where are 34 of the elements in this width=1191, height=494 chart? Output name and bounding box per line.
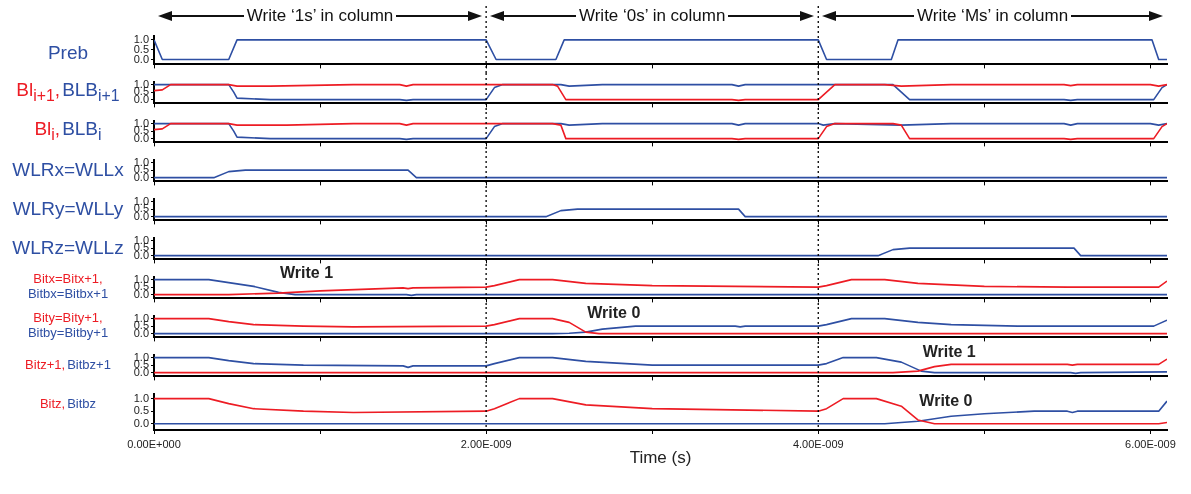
text: Bitz, xyxy=(39,395,66,412)
y-tick-label: 1.0 xyxy=(133,32,149,45)
text: Write ‘Ms’ in column xyxy=(916,6,1070,25)
text: Bitx=Bitx+1, xyxy=(33,271,103,287)
text: Bitby=Bitby+1 xyxy=(27,325,109,341)
y-tick-label: 0.0 xyxy=(133,416,149,429)
annotation: Write 0 xyxy=(587,304,641,323)
x-tick-label: 4.00E-009 xyxy=(792,437,844,450)
y-tick-label: 1.0 xyxy=(133,391,149,404)
text: Write ‘1s’ in column xyxy=(245,6,395,25)
y-tick-label: 0.5 xyxy=(133,404,149,417)
text: Bl$_{i+1}$, xyxy=(16,79,61,105)
y-tick-label: 0.0 xyxy=(133,52,149,65)
y-tick-label: 0.5 xyxy=(133,42,149,55)
annotation: Write 1 xyxy=(280,264,334,283)
text: Bity=Bity+1, xyxy=(33,310,103,326)
text: Write ‘0s’ in column xyxy=(577,6,727,25)
series-label: WLRz=WLLz xyxy=(12,237,124,259)
x-tick-label: 0.00E+000 xyxy=(127,437,181,450)
text: BLB$_{i}$ xyxy=(62,118,102,144)
series-label: BLB$_{i+1}$ xyxy=(62,79,120,105)
series-label: WLRy=WLLy xyxy=(12,198,124,220)
text: Bitbz+1 xyxy=(67,356,111,373)
annotation: Write 0 xyxy=(919,391,973,410)
text: Preb xyxy=(47,42,89,64)
x-axis-title: Time (s) xyxy=(629,448,692,468)
series-label: WLRx=WLLx xyxy=(12,159,124,181)
text: Bitbx=Bitbx+1 xyxy=(27,286,109,302)
annotation: Write 1 xyxy=(922,343,976,362)
x-tick-label: 6.00E-009 xyxy=(1125,437,1176,450)
text: Bitbz xyxy=(67,395,97,412)
text: Bl$_{i}$, xyxy=(34,118,61,144)
x-tick-label: 2.00E-009 xyxy=(460,437,512,450)
text: Bitz+1, xyxy=(25,356,66,373)
